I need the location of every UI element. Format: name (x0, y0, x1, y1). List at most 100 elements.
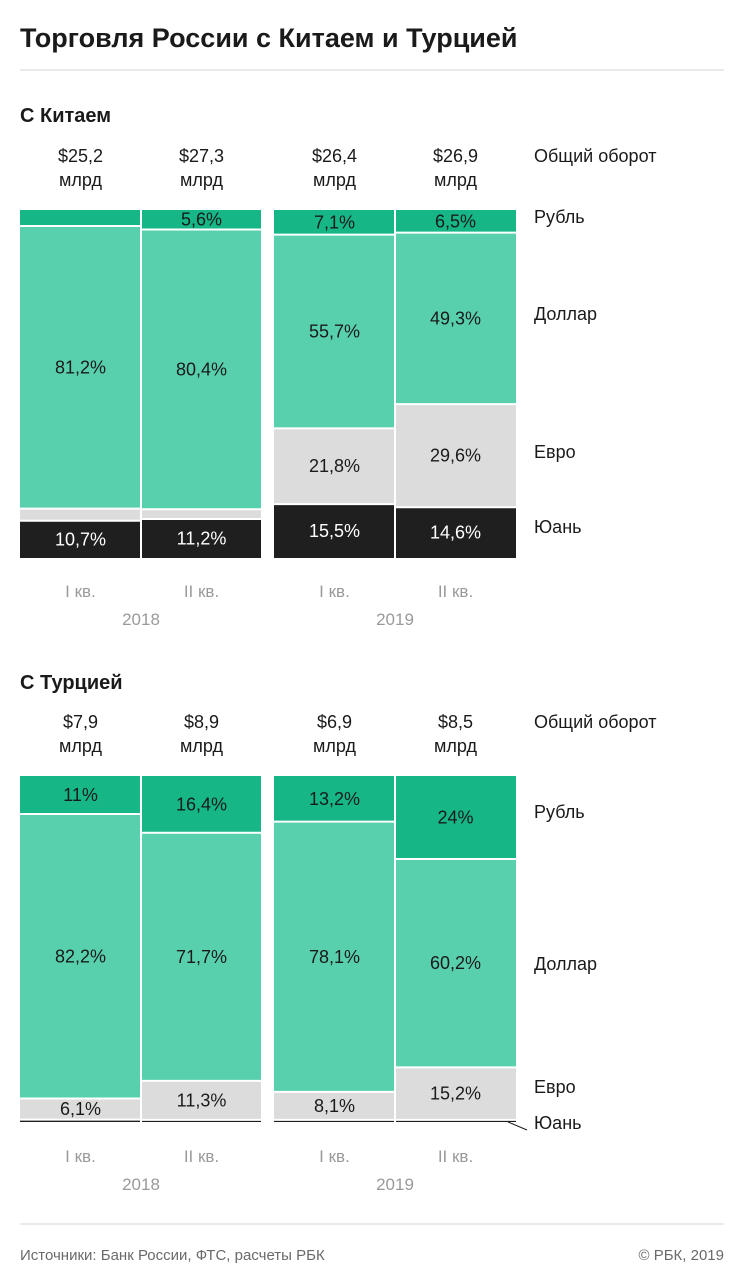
total-unit: млрд (313, 170, 356, 190)
data-label: 55,7% (309, 322, 360, 342)
data-label: 5,6% (181, 210, 222, 230)
bar-доллар-3 (395, 859, 516, 1068)
source-note: Источники: Банк России, ФТС, расчеты РБК (20, 1247, 325, 1264)
tick-label: II кв. (438, 582, 473, 601)
data-label: 8,1% (314, 1096, 355, 1116)
tick-label: I кв. (65, 1147, 96, 1166)
section-title: С Китаем (20, 105, 111, 127)
bar-рубль-1 (141, 210, 262, 230)
tick-label: II кв. (184, 1147, 219, 1166)
bar-евро-1 (141, 509, 262, 520)
total-label: Общий оборот (534, 146, 656, 166)
data-label: 14,6% (430, 523, 481, 543)
data-label: 24% (437, 808, 473, 828)
legend-1: Доллар (534, 954, 597, 974)
tick-label: II кв. (438, 1147, 473, 1166)
bar-юань-1 (141, 1119, 262, 1122)
bar-доллар-1 (141, 229, 262, 510)
data-label: 82,2% (55, 946, 106, 966)
total-value: $27,3 (179, 146, 224, 166)
total-value: $8,5 (438, 712, 473, 732)
year-gap (261, 209, 274, 559)
bar-доллар-2 (274, 821, 395, 1092)
total-unit: млрд (59, 736, 102, 756)
data-label: 49,3% (430, 308, 481, 328)
legend-2: Евро (534, 1077, 576, 1097)
bar-евро-2 (274, 428, 395, 505)
bar-юань-3 (395, 1119, 516, 1122)
bar-евро-3 (395, 404, 516, 508)
bar-доллар-2 (274, 234, 395, 429)
data-label: 6,5% (435, 211, 476, 231)
legend-3: Юань (534, 1113, 582, 1133)
data-label: 7,1% (314, 212, 355, 232)
data-label: 21,8% (309, 456, 360, 476)
data-label: 11,2% (177, 529, 227, 549)
total-value: $26,4 (312, 146, 357, 166)
bar-евро-1 (141, 1080, 262, 1120)
bar-рубль-3 (395, 210, 516, 233)
data-label: 6,1% (60, 1099, 101, 1119)
data-label: 16,4% (176, 794, 227, 814)
data-label: 15,2% (430, 1084, 481, 1104)
total-unit: млрд (313, 736, 356, 756)
tick-label: I кв. (319, 582, 350, 601)
legend-2: Евро (534, 442, 576, 462)
bar-доллар-0 (20, 226, 141, 509)
total-unit: млрд (180, 170, 223, 190)
bar-евро-3 (395, 1067, 516, 1120)
legend-0: Рубль (534, 802, 585, 822)
total-unit: млрд (180, 736, 223, 756)
total-value: $25,2 (58, 146, 103, 166)
bar-доллар-1 (141, 832, 262, 1081)
data-label: 71,7% (176, 947, 227, 967)
legend-3: Юань (534, 517, 582, 537)
bar-юань-0 (20, 520, 141, 558)
bar-рубль-0 (20, 210, 141, 227)
total-label: Общий оборот (534, 712, 656, 732)
tick-label: I кв. (65, 582, 96, 601)
year-label: 2019 (376, 1175, 414, 1194)
data-label: 81,2% (55, 357, 106, 377)
bar-юань-2 (274, 1119, 395, 1122)
legend-1: Доллар (534, 304, 597, 324)
section-title: С Турцией (20, 672, 123, 694)
year-gap (261, 775, 274, 1123)
bar-рубль-2 (274, 776, 395, 822)
chart-title: Торговля России с Китаем и Турцией (20, 23, 518, 53)
data-label: 11% (63, 785, 98, 805)
data-label: 60,2% (430, 953, 481, 973)
total-unit: млрд (59, 170, 102, 190)
bar-юань-1 (141, 519, 262, 558)
panel-1: С Турцией $7,9 млрд $8,9 млрд $6,9 млрд $8,5 млр… (20, 672, 656, 1194)
data-label: 78,1% (309, 947, 360, 967)
bar-юань-0 (20, 1119, 141, 1122)
panels: С Китаем $25,2 млрд $27,3 млрд $26,4 млрд $26,9… (20, 105, 656, 1194)
bar-доллар-0 (20, 814, 141, 1099)
total-value: $6,9 (317, 712, 352, 732)
total-value: $26,9 (433, 146, 478, 166)
total-value: $8,9 (184, 712, 219, 732)
yuan-pointer (507, 1121, 528, 1131)
data-label: 10,7% (55, 529, 106, 549)
bar-рубль-0 (20, 776, 141, 815)
year-label: 2018 (122, 610, 160, 629)
bar-евро-0 (20, 1098, 141, 1120)
bar-евро-0 (20, 508, 141, 521)
data-label: 15,5% (309, 521, 360, 541)
panel-0: С Китаем $25,2 млрд $27,3 млрд $26,4 млрд $26,9… (20, 105, 656, 629)
data-label: 29,6% (430, 446, 481, 466)
bar-юань-3 (395, 507, 516, 558)
data-label: 11,3% (177, 1090, 227, 1110)
bar-доллар-3 (395, 232, 516, 405)
total-value: $7,9 (63, 712, 98, 732)
bar-рубль-3 (395, 776, 516, 860)
bar-рубль-1 (141, 776, 262, 833)
copyright: © РБК, 2019 (638, 1247, 724, 1264)
year-label: 2018 (122, 1175, 160, 1194)
total-unit: млрд (434, 736, 477, 756)
bar-рубль-2 (274, 210, 395, 235)
legend-0: Рубль (534, 207, 585, 227)
bar-евро-2 (274, 1091, 395, 1120)
